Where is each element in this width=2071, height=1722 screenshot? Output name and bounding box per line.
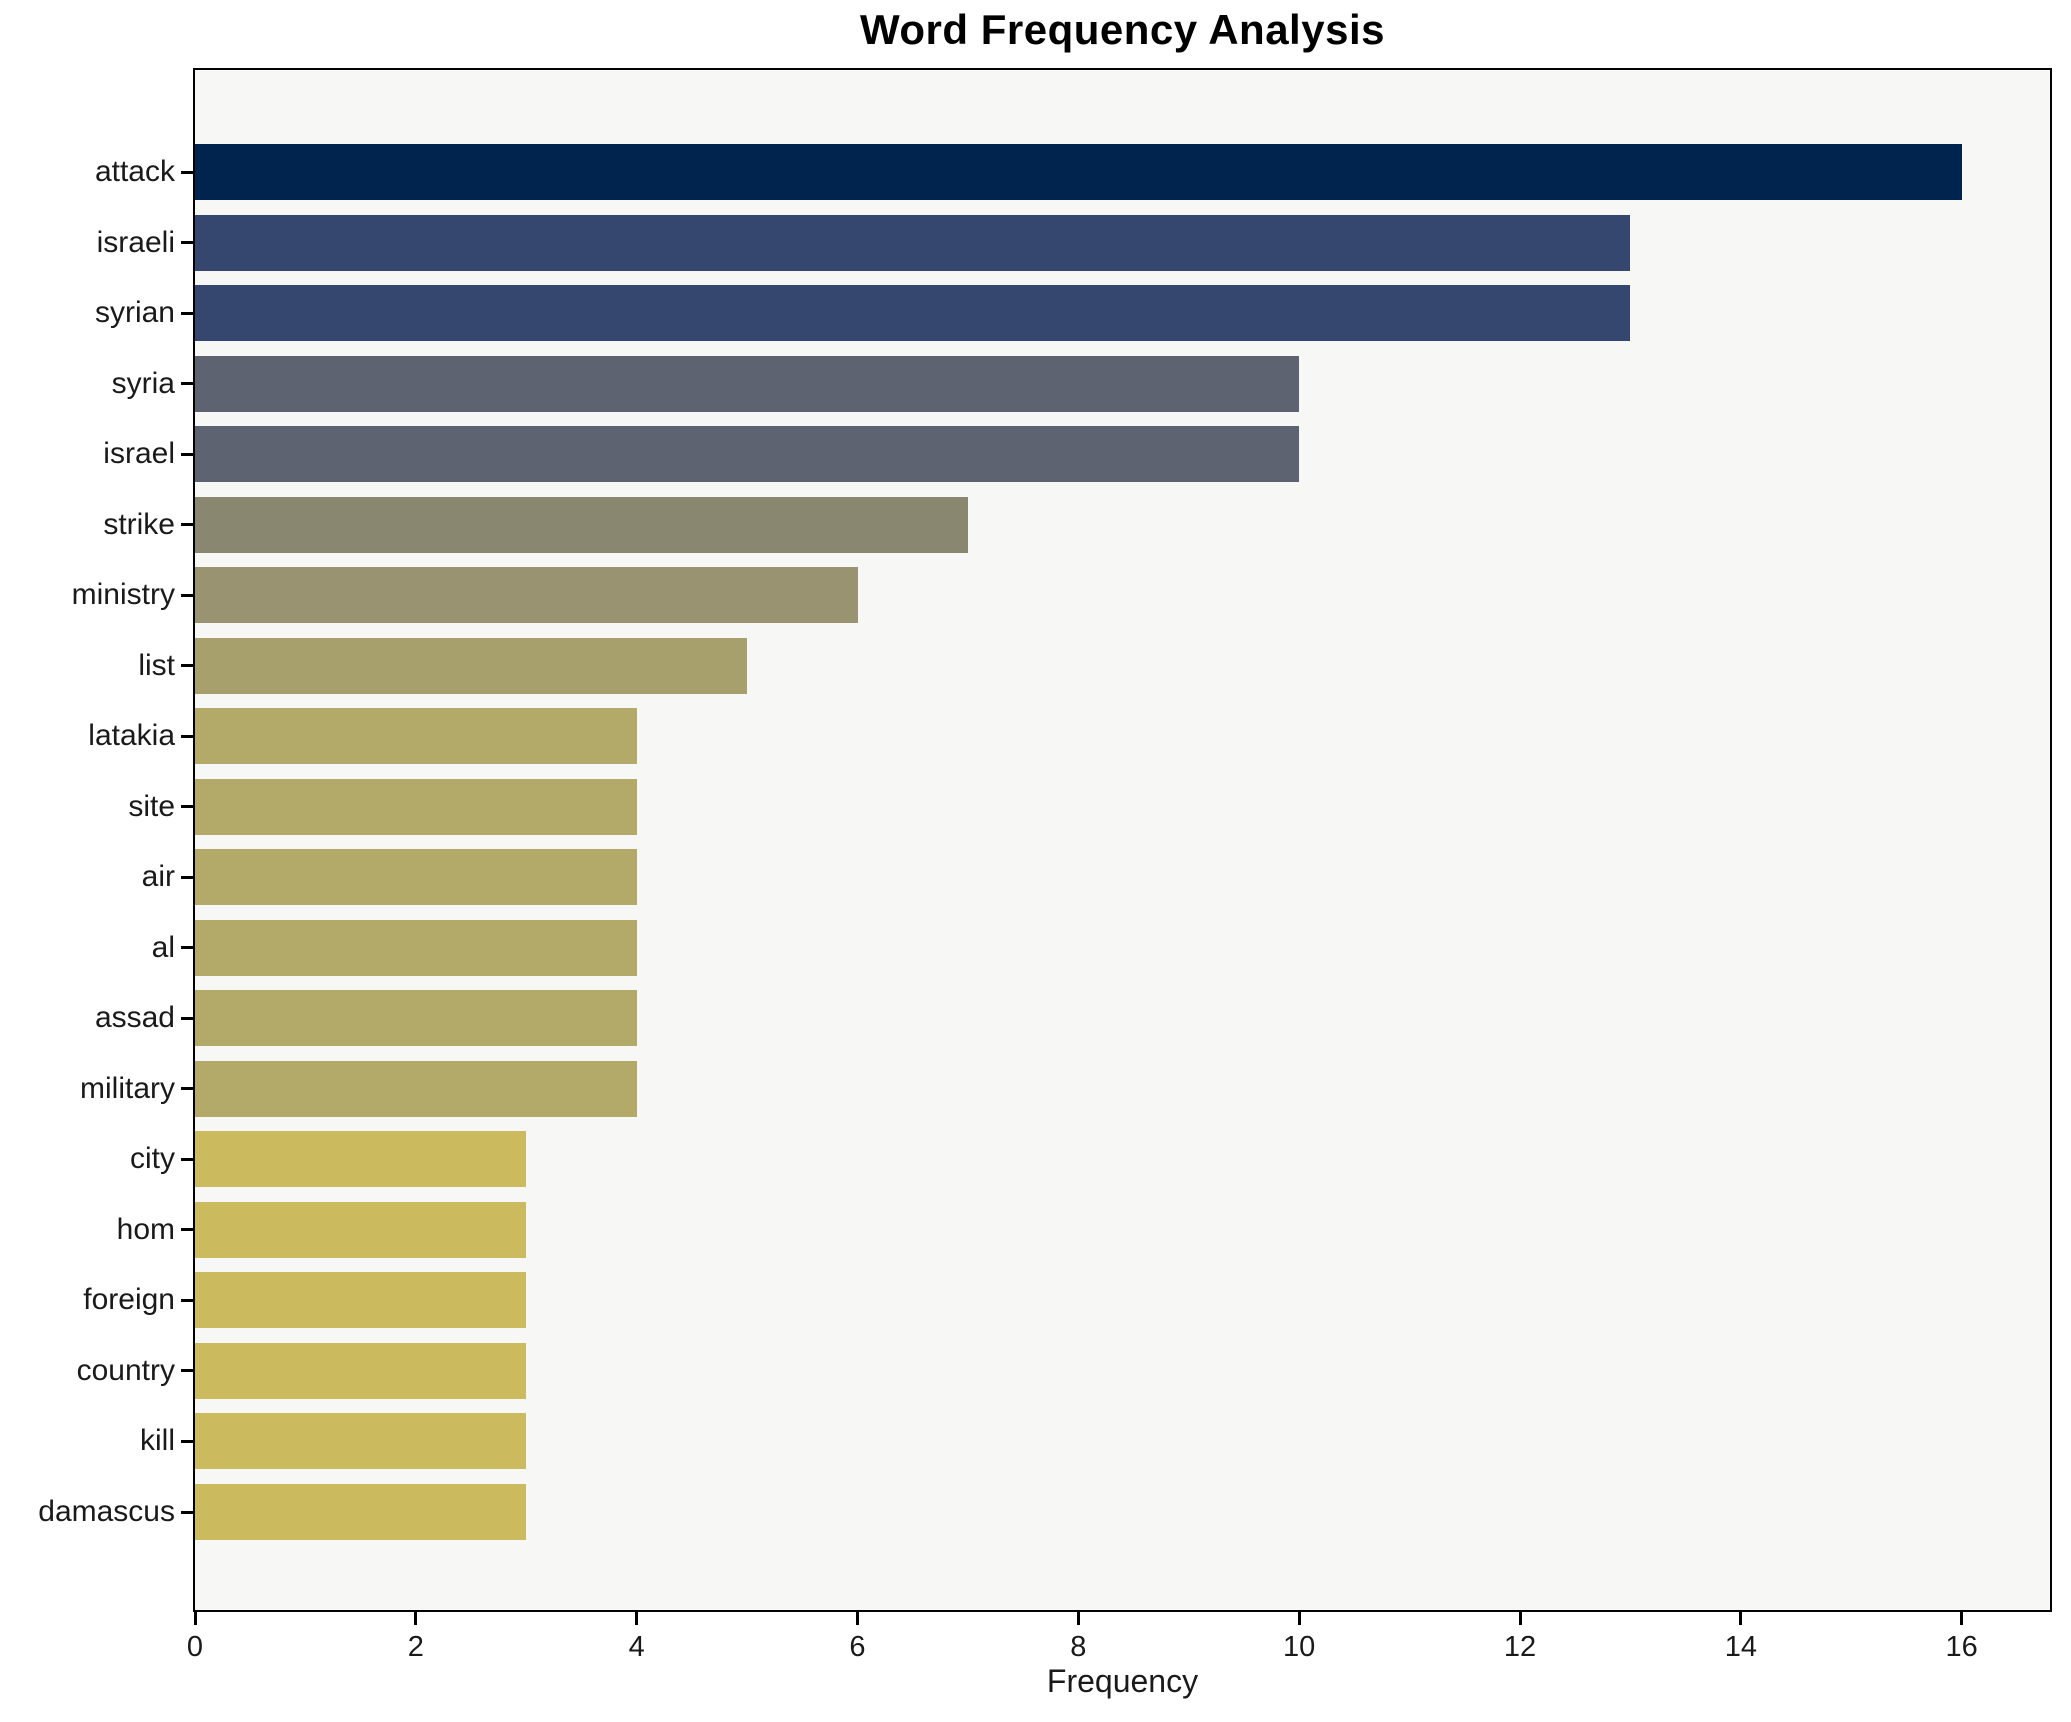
- y-tick-label-latakia: latakia: [88, 719, 175, 753]
- x-tick-mark: [1739, 1612, 1743, 1625]
- y-tick-mark: [181, 734, 193, 738]
- bar-series: [195, 70, 2050, 1610]
- y-tick-mark: [181, 664, 193, 668]
- bar-israeli: [195, 214, 1631, 271]
- y-tick-label-assad: assad: [94, 1001, 175, 1035]
- bar-kill: [195, 1413, 527, 1470]
- bar-damascus: [195, 1484, 527, 1540]
- bar-site: [195, 778, 637, 835]
- bar-military: [195, 1060, 637, 1117]
- bar-ministry: [195, 567, 858, 624]
- bar-hom: [195, 1201, 527, 1258]
- bar-city: [195, 1131, 527, 1188]
- x-tick-label-10: 10: [1283, 1631, 1316, 1663]
- y-tick-label-syrian: syrian: [94, 296, 175, 330]
- y-tick-mark: [181, 593, 193, 597]
- x-tick-mark: [1960, 1612, 1964, 1625]
- y-tick-mark: [181, 805, 193, 809]
- y-tick-mark: [181, 946, 193, 950]
- y-tick-label-israeli: israeli: [96, 225, 175, 259]
- chart-title: Word Frequency Analysis: [860, 6, 1385, 53]
- bar-syrian: [195, 285, 1631, 342]
- y-tick-mark: [181, 1369, 193, 1373]
- y-tick-mark: [181, 1087, 193, 1091]
- bar-air: [195, 849, 637, 906]
- x-tick-label-0: 0: [186, 1631, 204, 1663]
- bar-assad: [195, 990, 637, 1047]
- x-tick-mark: [1518, 1612, 1522, 1625]
- x-tick-mark: [193, 1612, 197, 1625]
- y-tick-mark: [181, 170, 193, 174]
- y-tick-label-country: country: [76, 1353, 175, 1387]
- y-tick-label-kill: kill: [140, 1424, 175, 1458]
- x-tick-label-16: 16: [1945, 1631, 1978, 1663]
- y-tick-mark: [181, 1228, 193, 1232]
- y-tick-mark: [181, 1157, 193, 1161]
- y-tick-mark: [181, 1439, 193, 1443]
- y-tick-label-site: site: [128, 789, 175, 823]
- y-tick-mark: [181, 875, 193, 879]
- bar-al: [195, 919, 637, 976]
- y-tick-mark: [181, 311, 193, 315]
- y-tick-label-damascus: damascus: [38, 1495, 175, 1528]
- x-tick-mark: [1297, 1612, 1301, 1625]
- bar-list: [195, 637, 748, 694]
- bar-israel: [195, 426, 1300, 483]
- y-tick-label-air: air: [141, 860, 175, 894]
- y-tick-mark: [181, 241, 193, 245]
- y-tick-mark: [181, 1298, 193, 1302]
- x-tick-label-14: 14: [1724, 1631, 1757, 1663]
- bar-attack: [195, 144, 1962, 200]
- y-tick-label-military: military: [80, 1071, 175, 1105]
- y-tick-mark: [181, 523, 193, 527]
- plot-area: [193, 68, 2052, 1612]
- x-tick-label-12: 12: [1503, 1631, 1537, 1663]
- y-tick-label-ministry: ministry: [71, 578, 175, 612]
- bar-syria: [195, 355, 1300, 412]
- x-tick-label-8: 8: [1070, 1631, 1087, 1663]
- x-tick-mark: [635, 1612, 639, 1625]
- bar-country: [195, 1342, 527, 1399]
- x-tick-label-2: 2: [407, 1631, 424, 1663]
- y-tick-label-list: list: [138, 648, 175, 682]
- y-tick-label-al: al: [151, 930, 175, 964]
- bar-latakia: [195, 708, 637, 765]
- y-tick-label-strike: strike: [103, 507, 175, 541]
- y-tick-mark: [181, 1016, 193, 1020]
- bar-strike: [195, 496, 968, 553]
- y-tick-label-city: city: [130, 1142, 175, 1176]
- x-tick-mark: [856, 1612, 859, 1625]
- y-tick-mark: [181, 1510, 193, 1514]
- bar-foreign: [195, 1272, 527, 1329]
- y-tick-label-syria: syria: [111, 366, 175, 400]
- x-axis-label: Frequency: [1046, 1663, 1199, 1699]
- x-tick-label-6: 6: [849, 1631, 866, 1663]
- y-tick-mark: [181, 382, 193, 386]
- x-tick-mark: [414, 1612, 418, 1625]
- x-tick-label-4: 4: [628, 1631, 645, 1663]
- y-tick-label-israel: israel: [103, 437, 175, 471]
- y-tick-label-hom: hom: [116, 1212, 175, 1246]
- y-tick-label-foreign: foreign: [83, 1283, 175, 1317]
- y-tick-label-attack: attack: [94, 155, 175, 188]
- y-tick-mark: [181, 452, 193, 456]
- x-tick-mark: [1076, 1612, 1080, 1625]
